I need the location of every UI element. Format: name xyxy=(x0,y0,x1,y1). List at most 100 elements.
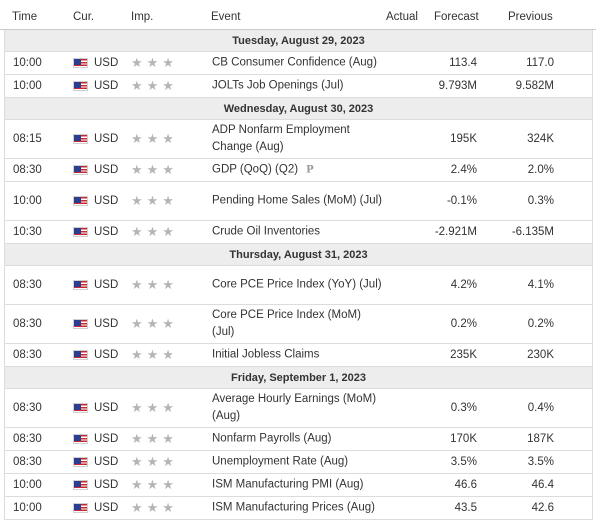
importance-stars-icon: ★★★ xyxy=(131,431,178,446)
event-forecast: 113.4 xyxy=(449,57,477,69)
event-name-text[interactable]: Unemployment Rate (Aug) xyxy=(212,455,349,468)
importance-stars-icon: ★★★ xyxy=(131,131,178,146)
us-flag-icon xyxy=(73,134,88,144)
importance-stars-icon: ★★★ xyxy=(131,500,178,515)
event-name-text[interactable]: Crude Oil Inventories xyxy=(212,225,321,238)
table-row[interactable]: 08:30 USD ★★★ Core PCE Price Index (MoM) (J… xyxy=(4,305,593,344)
us-flag-icon xyxy=(73,280,88,290)
us-flag-icon xyxy=(73,165,88,175)
table-row[interactable]: 08:30 USD ★★★ Core PCE Price Index (YoY) (J… xyxy=(4,266,593,305)
event-name-text[interactable]: Nonfarm Payrolls (Aug) xyxy=(212,432,332,445)
event-currency: USD xyxy=(94,57,119,69)
event-name-text[interactable]: JOLTs Job Openings (Jul) xyxy=(212,79,344,92)
day-header: Friday, September 1, 2023 xyxy=(4,367,593,389)
event-name[interactable]: Pending Home Sales (MoM) (Jul) xyxy=(212,193,382,210)
event-forecast: 4.2% xyxy=(450,279,477,291)
event-previous: 42.6 xyxy=(531,502,554,514)
header-time[interactable]: Time xyxy=(12,11,38,23)
event-name[interactable]: Core PCE Price Index (YoY) (Jul) xyxy=(212,277,382,294)
event-currency: USD xyxy=(94,502,119,514)
event-time: 10:00 xyxy=(13,502,42,514)
importance-stars-icon: ★★★ xyxy=(131,162,178,177)
event-name-text[interactable]: Average Hourly Earnings (MoM) (Aug) xyxy=(212,393,377,422)
us-flag-icon xyxy=(73,480,88,490)
event-name[interactable]: ISM Manufacturing Prices (Aug) xyxy=(212,500,382,517)
table-row[interactable]: 08:30 USD ★★★ Nonfarm Payrolls (Aug) 170K 187… xyxy=(4,428,593,451)
header-actual[interactable]: Actual xyxy=(386,11,418,23)
event-currency: USD xyxy=(94,80,119,92)
event-previous: 230K xyxy=(527,349,554,361)
event-currency: USD xyxy=(94,402,119,414)
table-row[interactable]: 08:30 USD ★★★ Unemployment Rate (Aug) 3.5% 3.… xyxy=(4,451,593,474)
us-flag-icon xyxy=(73,81,88,91)
us-flag-icon xyxy=(73,503,88,513)
header-previous[interactable]: Previous xyxy=(508,11,553,23)
event-name[interactable]: Nonfarm Payrolls (Aug) xyxy=(212,431,382,448)
event-currency: USD xyxy=(94,226,119,238)
event-time: 10:30 xyxy=(13,226,42,238)
event-name-text[interactable]: ISM Manufacturing PMI (Aug) xyxy=(212,478,364,491)
event-forecast: 235K xyxy=(450,349,477,361)
event-name[interactable]: Crude Oil Inventories xyxy=(212,224,382,241)
table-row[interactable]: 10:00 USD ★★★ ISM Manufacturing PMI (Aug) 46… xyxy=(4,474,593,497)
event-name[interactable]: Core PCE Price Index (MoM) (Jul) xyxy=(212,307,382,341)
event-name-text[interactable]: CB Consumer Confidence (Aug) xyxy=(212,56,377,69)
event-forecast: 9.793M xyxy=(438,80,477,92)
header-event[interactable]: Event xyxy=(211,11,241,23)
event-name[interactable]: Average Hourly Earnings (MoM) (Aug) xyxy=(212,391,382,425)
event-name[interactable]: GDP (QoQ) (Q2) P xyxy=(212,162,382,179)
table-row[interactable]: 10:00 USD ★★★ Pending Home Sales (MoM) (Jul… xyxy=(4,182,593,221)
day-header: Wednesday, August 30, 2023 xyxy=(4,98,593,120)
event-time: 08:30 xyxy=(13,456,42,468)
calendar-body: Tuesday, August 29, 2023 10:00 USD ★★★ CB Co… xyxy=(0,30,596,520)
event-name[interactable]: Unemployment Rate (Aug) xyxy=(212,454,382,471)
event-currency: USD xyxy=(94,349,119,361)
event-name-text[interactable]: ISM Manufacturing Prices (Aug) xyxy=(212,501,375,514)
header-importance[interactable]: Imp. xyxy=(131,11,154,23)
event-currency: USD xyxy=(94,456,119,468)
event-name-text[interactable]: Pending Home Sales (MoM) (Jul) xyxy=(212,194,383,207)
event-name[interactable]: ISM Manufacturing PMI (Aug) xyxy=(212,477,382,494)
us-flag-icon xyxy=(73,350,88,360)
day-label: Friday, September 1, 2023 xyxy=(231,372,366,384)
event-name-text[interactable]: ADP Nonfarm Employment Change (Aug) xyxy=(212,124,350,153)
importance-stars-icon: ★★★ xyxy=(131,224,178,239)
table-row[interactable]: 10:00 USD ★★★ CB Consumer Confidence (Aug) 1… xyxy=(4,52,593,75)
event-time: 10:00 xyxy=(13,479,42,491)
event-forecast: 43.5 xyxy=(454,502,477,514)
preliminary-p-icon: P xyxy=(306,164,314,176)
event-time: 08:15 xyxy=(13,133,42,145)
table-row[interactable]: 10:00 USD ★★★ ISM Manufacturing Prices (Aug… xyxy=(4,497,593,520)
table-row[interactable]: 08:30 USD ★★★ GDP (QoQ) (Q2) P 2.4% 2.0% xyxy=(4,159,593,182)
event-previous: 4.1% xyxy=(527,279,554,291)
header-forecast[interactable]: Forecast xyxy=(434,11,479,23)
event-forecast: 0.2% xyxy=(450,318,477,330)
importance-stars-icon: ★★★ xyxy=(131,347,178,362)
day-label: Wednesday, August 30, 2023 xyxy=(223,103,374,115)
table-row[interactable]: 10:00 USD ★★★ JOLTs Job Openings (Jul) 9.793… xyxy=(4,75,593,98)
event-name-text[interactable]: Initial Jobless Claims xyxy=(212,348,320,361)
importance-stars-icon: ★★★ xyxy=(131,477,178,492)
us-flag-icon xyxy=(73,319,88,329)
table-row[interactable]: 10:30 USD ★★★ Crude Oil Inventories -2.921M -… xyxy=(4,221,593,244)
us-flag-icon xyxy=(73,196,88,206)
event-time: 10:00 xyxy=(13,80,42,92)
event-name-text[interactable]: Core PCE Price Index (YoY) (Jul) xyxy=(212,278,382,291)
event-name[interactable]: ADP Nonfarm Employment Change (Aug) xyxy=(212,122,382,156)
header-currency[interactable]: Cur. xyxy=(73,11,95,23)
event-previous: 117.0 xyxy=(526,57,554,69)
event-forecast: 170K xyxy=(450,433,477,445)
event-forecast: 3.5% xyxy=(450,456,477,468)
event-name-text[interactable]: GDP (QoQ) (Q2) xyxy=(212,163,299,176)
event-time: 08:30 xyxy=(13,433,42,445)
event-name[interactable]: Initial Jobless Claims xyxy=(212,347,382,364)
event-name-text[interactable]: Core PCE Price Index (MoM) (Jul) xyxy=(212,309,361,338)
table-row[interactable]: 08:30 USD ★★★ Initial Jobless Claims 235K 230… xyxy=(4,344,593,367)
event-name[interactable]: JOLTs Job Openings (Jul) xyxy=(212,78,382,95)
event-forecast: 46.6 xyxy=(454,479,477,491)
day-label: Tuesday, August 29, 2023 xyxy=(232,35,365,47)
event-name[interactable]: CB Consumer Confidence (Aug) xyxy=(212,55,382,72)
table-row[interactable]: 08:15 USD ★★★ ADP Nonfarm Employment Change… xyxy=(4,120,593,159)
table-row[interactable]: 08:30 USD ★★★ Average Hourly Earnings (MoM)… xyxy=(4,389,593,428)
